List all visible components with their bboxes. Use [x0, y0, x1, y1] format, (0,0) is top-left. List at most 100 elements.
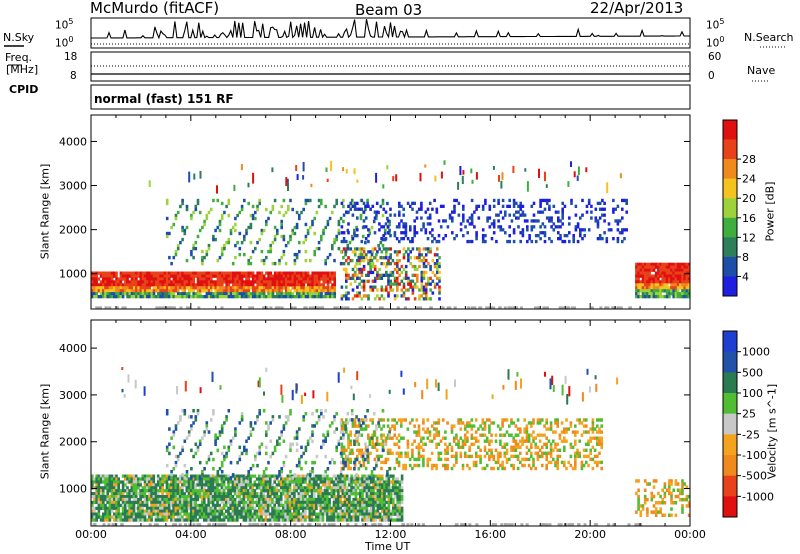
velocity-cell — [652, 504, 656, 508]
power-cell — [515, 201, 518, 205]
velocity-cell — [126, 509, 129, 513]
velocity-cell — [383, 497, 386, 502]
velocity-cell — [167, 492, 171, 496]
power-cell — [333, 295, 336, 299]
velocity-cell — [364, 466, 368, 471]
power-cell — [311, 283, 314, 287]
power-ground-cell — [185, 306, 189, 310]
power-cell — [302, 289, 306, 293]
velocity-cell — [279, 495, 283, 499]
velocity-cell — [161, 474, 164, 478]
power-cell — [451, 219, 454, 223]
velocity-cell — [393, 466, 396, 471]
power-cell — [234, 280, 237, 284]
power-cell — [407, 256, 410, 260]
velocity-cell — [308, 515, 312, 519]
velocity-cell — [310, 486, 314, 490]
velocity-cell — [290, 497, 294, 502]
power-cell — [674, 268, 678, 272]
power-cell — [328, 252, 332, 257]
power-cell — [396, 253, 399, 257]
velocity-cell — [337, 483, 340, 487]
power-cell — [276, 271, 279, 275]
velocity-cell — [310, 489, 314, 493]
power-cell — [185, 292, 189, 296]
velocity-cell — [174, 492, 178, 496]
power-cell — [646, 262, 649, 266]
velocity-cell — [244, 512, 248, 516]
velocity-cell — [308, 489, 312, 493]
power-cell — [293, 280, 297, 284]
velocity-cell — [312, 477, 316, 481]
power-cell — [227, 283, 231, 287]
power-cell — [598, 201, 602, 205]
power-cell — [304, 222, 308, 227]
velocity-cell — [167, 515, 171, 519]
velocity-cell — [124, 495, 127, 499]
power-cell — [295, 295, 299, 299]
velocity-cell — [130, 489, 134, 493]
velocity-cell — [174, 474, 178, 478]
velocity-cell — [154, 483, 158, 487]
velocity-cell — [347, 445, 350, 449]
power-cell — [679, 265, 682, 269]
power-speckle — [619, 173, 622, 179]
velocity-cell — [115, 477, 118, 481]
velocity-cell — [393, 427, 396, 431]
velocity-cell — [370, 497, 373, 502]
power-cell — [176, 243, 180, 248]
power-cell — [203, 280, 206, 284]
power-cell — [420, 253, 424, 257]
velocity-cell — [687, 513, 691, 517]
power-cell — [287, 292, 290, 296]
velocity-cell — [308, 495, 312, 499]
velocity-cell — [247, 483, 250, 487]
velocity-cell — [304, 480, 307, 484]
power-cell — [119, 283, 123, 287]
power-cell — [329, 295, 332, 299]
power-cell — [670, 274, 673, 278]
power-cell — [650, 265, 654, 269]
velocity-cell — [396, 515, 399, 519]
power-cell — [388, 255, 391, 260]
power-cell — [273, 261, 277, 266]
power-cell — [313, 271, 317, 275]
velocity-cell — [205, 480, 208, 484]
power-cell — [545, 216, 549, 220]
power-cell — [256, 271, 259, 275]
power-cell — [590, 216, 593, 220]
velocity-cell — [376, 486, 380, 490]
power-cell — [273, 198, 277, 203]
velocity-cell — [132, 495, 136, 499]
power-cell — [168, 292, 171, 296]
power-cell — [687, 271, 691, 275]
power-cell — [273, 234, 277, 239]
velocity-cell — [143, 509, 147, 513]
velocity-cell — [207, 506, 210, 510]
power-cell — [234, 274, 237, 278]
power-cell — [227, 240, 231, 245]
power-cell — [130, 292, 134, 296]
velocity-cell — [231, 489, 235, 493]
velocity-cell — [196, 492, 200, 496]
velocity-cell — [378, 492, 382, 496]
power-cell — [141, 286, 145, 290]
power-cell — [223, 289, 226, 293]
velocity-cell — [189, 500, 193, 505]
velocity-cell — [95, 486, 98, 490]
velocity-cell — [663, 494, 667, 499]
velocity-cell — [106, 518, 109, 522]
power-cell — [594, 216, 598, 220]
velocity-cell — [404, 451, 407, 455]
velocity-cell — [330, 512, 334, 516]
velocity-cell — [339, 477, 342, 481]
power-cell — [350, 258, 354, 263]
power-cell — [530, 204, 534, 208]
velocity-cell — [290, 500, 294, 505]
velocity-cell — [402, 466, 405, 471]
velocity-cell — [304, 506, 307, 510]
power-cell — [238, 274, 242, 278]
power-cell — [91, 292, 94, 296]
velocity-cell — [374, 492, 377, 496]
velocity-cell — [174, 480, 178, 484]
